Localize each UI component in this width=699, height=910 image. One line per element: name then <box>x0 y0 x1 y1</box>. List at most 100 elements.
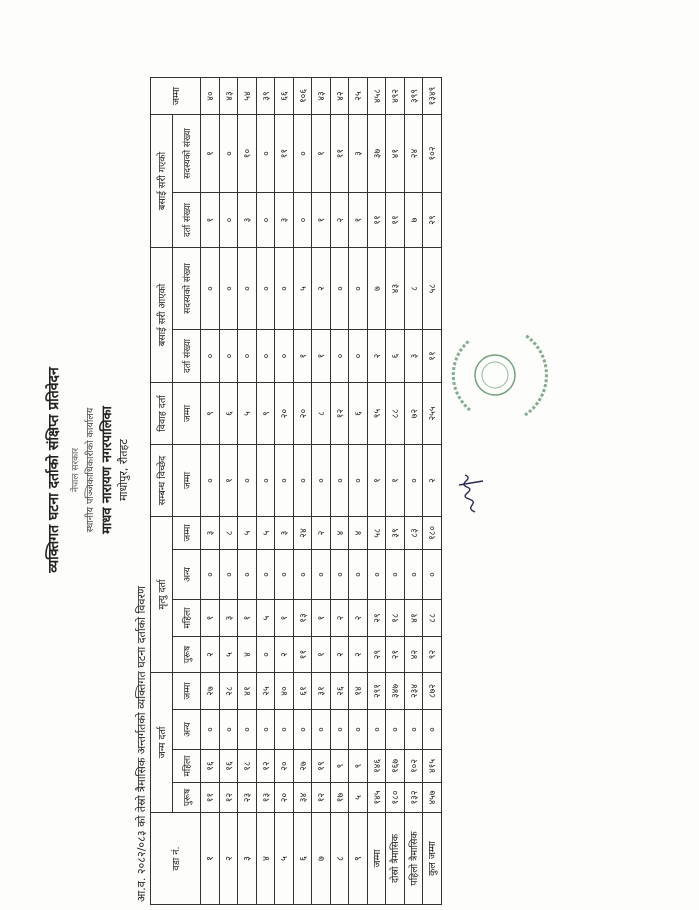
column-subheader: जम्मा <box>172 444 201 517</box>
table-cell: १ <box>274 599 293 637</box>
table-cell: ० <box>293 709 312 750</box>
row-label: दोस्रो त्रैमासिक <box>385 812 404 905</box>
column-subheader: दर्ता संख्या <box>172 192 201 248</box>
table-cell: ५ <box>293 247 312 330</box>
table-cell: १६ <box>219 749 238 783</box>
table-cell: ४५८ <box>367 77 386 115</box>
table-cell: २ <box>330 599 349 637</box>
table-cell: ० <box>237 329 256 383</box>
table-cell: ० <box>200 444 219 517</box>
table-cell: ० <box>219 709 238 750</box>
column-subheader: सदस्यको संख्या <box>172 247 201 330</box>
table-row: ७ १२ १९ ० ३१ १ १ ० २ ० ८ १ २ १ १ ४३ <box>311 77 330 905</box>
office-label: स्थानीय पञ्जिकाधिकारीको कार्यालय <box>85 407 96 533</box>
table-cell: ० <box>404 549 423 600</box>
table-cell: ८ <box>311 382 330 445</box>
table-cell: ० <box>422 709 441 750</box>
table-cell: ८३ <box>404 516 423 550</box>
table-cell: ० <box>237 444 256 517</box>
table-cell: १ <box>385 444 404 517</box>
table-cell: ० <box>274 329 293 383</box>
table-cell: ० <box>219 247 238 330</box>
table-cell: ० <box>348 247 367 330</box>
table-row: दोस्रो त्रैमासिक १८० १६७ ० ३४७ २१ १८ ० ३९ १ ८८ ६ ४३ १… <box>385 77 404 905</box>
table-cell: ३ <box>348 114 367 193</box>
table-cell: ३ <box>274 516 293 550</box>
table-cell: १ <box>367 444 386 517</box>
table-row: पहिलो त्रैमासिक १३२ १०२ ० २३४ ४२ ४१ ० ८३ ० ७२ ३ ८ ७ २४… <box>404 77 423 905</box>
table-cell: ० <box>330 549 349 600</box>
table-cell: १६ <box>200 749 219 783</box>
table-cell: ४३ <box>219 77 238 115</box>
table-cell: १२ <box>256 749 275 783</box>
table-cell: ४१ <box>385 114 404 193</box>
table-cell: ४१ <box>404 599 423 637</box>
grand-total-header: जम्मा <box>150 77 201 115</box>
table-cell: ० <box>200 247 219 330</box>
row-label: २ <box>219 812 238 905</box>
table-cell: ० <box>348 709 367 750</box>
table-cell: १ <box>311 329 330 383</box>
event-registration-table: वडा नं. जन्म दर्ता मृत्यु दर्ता सम्बन्ध … <box>150 77 442 905</box>
table-cell: ० <box>293 444 312 517</box>
table-cell: ३९९ <box>404 77 423 115</box>
table-row: ८ १७ ९ ० २६ २ २ ० ४ ० १२ ० ० २ ११ ४२ <box>330 77 349 905</box>
table-cell: ० <box>256 444 275 517</box>
table-row: जम्मा १४५ १४६ ० २९१ २९ २९ ० ५८ १ ९५ २ ७ ११ ३७ ४५८ <box>367 77 386 905</box>
table-cell: ४० <box>274 672 293 710</box>
table-cell: १०२ <box>422 114 441 193</box>
column-subheader: पुरूष <box>172 636 201 673</box>
government-label: नेपाल सरकार <box>71 447 81 493</box>
table-cell: ० <box>219 114 238 193</box>
table-cell: १० <box>237 114 256 193</box>
table-cell: ५८ <box>367 516 386 550</box>
table-cell: ११ <box>293 636 312 673</box>
table-cell: ३४ <box>293 782 312 813</box>
table-cell: ६ <box>385 329 404 383</box>
table-cell: ५८ <box>422 247 441 330</box>
table-cell: ६६ <box>274 77 293 115</box>
table-cell: १६७ <box>385 749 404 783</box>
table-cell: १४५ <box>367 782 386 813</box>
table-cell: ८७२ <box>422 672 441 710</box>
table-cell: ८८ <box>422 599 441 637</box>
table-cell: ६ <box>219 382 238 445</box>
table-cell: १ <box>311 192 330 248</box>
table-cell: १२ <box>219 782 238 813</box>
table-cell: २ <box>311 247 330 330</box>
table-cell: ११ <box>200 782 219 813</box>
table-cell: ० <box>330 444 349 517</box>
table-cell: १७ <box>330 782 349 813</box>
table-cell: ७ <box>367 247 386 330</box>
row-label: ४ <box>256 812 275 905</box>
table-cell: ० <box>348 444 367 517</box>
table-cell: १ <box>348 192 367 248</box>
table-cell: ५ <box>237 382 256 445</box>
table-cell: ३४७ <box>385 672 404 710</box>
table-cell: २९ <box>367 599 386 637</box>
table-cell: २० <box>274 749 293 783</box>
table-cell: ४ <box>330 516 349 550</box>
row-label: जम्मा <box>367 812 386 905</box>
table-cell: ४३ <box>385 247 404 330</box>
table-cell: १३ <box>293 599 312 637</box>
table-cell: १०६ <box>293 77 312 115</box>
table-cell: ० <box>237 709 256 750</box>
table-cell: ० <box>256 549 275 600</box>
table-cell: २१ <box>385 636 404 673</box>
table-cell: ० <box>311 444 330 517</box>
table-cell: २४ <box>404 114 423 193</box>
table-cell: २४ <box>293 516 312 550</box>
table-cell: १ <box>237 599 256 637</box>
table-cell: १ <box>293 329 312 383</box>
table-cell: १ <box>311 114 330 193</box>
table-cell: ० <box>219 192 238 248</box>
table-cell: ० <box>274 709 293 750</box>
table-cell: ० <box>404 709 423 750</box>
table-cell: ० <box>422 549 441 600</box>
ward-header: वडा नं. <box>150 812 201 905</box>
table-cell: ३९ <box>385 516 404 550</box>
address: माधोपुर, रौतहट <box>117 439 130 501</box>
table-cell: ० <box>274 247 293 330</box>
table-cell: ० <box>256 192 275 248</box>
